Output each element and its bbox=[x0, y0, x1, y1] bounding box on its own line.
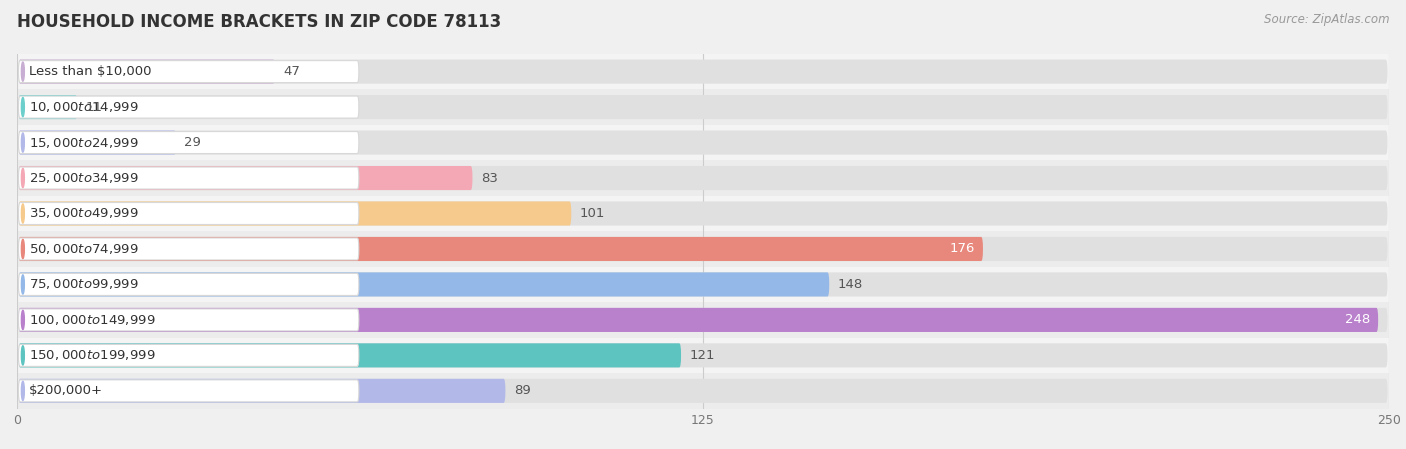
FancyBboxPatch shape bbox=[18, 96, 359, 118]
Text: $50,000 to $74,999: $50,000 to $74,999 bbox=[30, 242, 139, 256]
Text: $100,000 to $149,999: $100,000 to $149,999 bbox=[30, 313, 156, 327]
Circle shape bbox=[21, 346, 24, 365]
Circle shape bbox=[21, 310, 24, 330]
FancyBboxPatch shape bbox=[18, 132, 359, 154]
FancyBboxPatch shape bbox=[18, 237, 983, 261]
FancyBboxPatch shape bbox=[18, 166, 472, 190]
Text: 121: 121 bbox=[689, 349, 714, 362]
Text: 101: 101 bbox=[579, 207, 605, 220]
Circle shape bbox=[21, 381, 24, 401]
FancyBboxPatch shape bbox=[18, 95, 1388, 119]
Bar bbox=[17, 160, 1389, 196]
Text: 248: 248 bbox=[1344, 313, 1369, 326]
Text: $150,000 to $199,999: $150,000 to $199,999 bbox=[30, 348, 156, 362]
FancyBboxPatch shape bbox=[18, 380, 359, 402]
Text: 47: 47 bbox=[283, 65, 299, 78]
Text: 83: 83 bbox=[481, 172, 498, 185]
FancyBboxPatch shape bbox=[18, 273, 830, 296]
FancyBboxPatch shape bbox=[18, 131, 176, 154]
Text: HOUSEHOLD INCOME BRACKETS IN ZIP CODE 78113: HOUSEHOLD INCOME BRACKETS IN ZIP CODE 78… bbox=[17, 13, 501, 31]
FancyBboxPatch shape bbox=[18, 308, 1378, 332]
FancyBboxPatch shape bbox=[18, 61, 359, 83]
Text: $10,000 to $14,999: $10,000 to $14,999 bbox=[30, 100, 139, 114]
Text: 11: 11 bbox=[86, 101, 103, 114]
Circle shape bbox=[21, 239, 24, 259]
Text: $200,000+: $200,000+ bbox=[30, 384, 103, 397]
FancyBboxPatch shape bbox=[18, 309, 359, 331]
Bar bbox=[17, 231, 1389, 267]
FancyBboxPatch shape bbox=[18, 343, 1388, 367]
Bar bbox=[17, 89, 1389, 125]
FancyBboxPatch shape bbox=[18, 202, 1388, 225]
Text: $75,000 to $99,999: $75,000 to $99,999 bbox=[30, 277, 139, 291]
FancyBboxPatch shape bbox=[18, 166, 1388, 190]
FancyBboxPatch shape bbox=[18, 238, 359, 260]
Bar bbox=[17, 373, 1389, 409]
Text: 176: 176 bbox=[949, 242, 974, 255]
FancyBboxPatch shape bbox=[18, 60, 1388, 84]
Circle shape bbox=[21, 97, 24, 117]
FancyBboxPatch shape bbox=[18, 95, 77, 119]
FancyBboxPatch shape bbox=[18, 344, 359, 366]
FancyBboxPatch shape bbox=[18, 273, 1388, 296]
FancyBboxPatch shape bbox=[18, 202, 571, 225]
FancyBboxPatch shape bbox=[18, 202, 359, 224]
Circle shape bbox=[21, 168, 24, 188]
FancyBboxPatch shape bbox=[18, 60, 274, 84]
FancyBboxPatch shape bbox=[18, 273, 359, 295]
Circle shape bbox=[21, 62, 24, 81]
FancyBboxPatch shape bbox=[18, 131, 1388, 154]
Text: Source: ZipAtlas.com: Source: ZipAtlas.com bbox=[1264, 13, 1389, 26]
FancyBboxPatch shape bbox=[18, 379, 1388, 403]
Text: Less than $10,000: Less than $10,000 bbox=[30, 65, 152, 78]
Text: 89: 89 bbox=[513, 384, 530, 397]
FancyBboxPatch shape bbox=[18, 167, 359, 189]
Text: $15,000 to $24,999: $15,000 to $24,999 bbox=[30, 136, 139, 150]
FancyBboxPatch shape bbox=[18, 308, 1388, 332]
Circle shape bbox=[21, 133, 24, 152]
Text: $35,000 to $49,999: $35,000 to $49,999 bbox=[30, 207, 139, 220]
Bar bbox=[17, 196, 1389, 231]
Circle shape bbox=[21, 204, 24, 223]
Circle shape bbox=[21, 275, 24, 294]
FancyBboxPatch shape bbox=[18, 343, 681, 367]
Bar bbox=[17, 302, 1389, 338]
Text: $25,000 to $34,999: $25,000 to $34,999 bbox=[30, 171, 139, 185]
Bar bbox=[17, 267, 1389, 302]
Bar bbox=[17, 54, 1389, 89]
Bar bbox=[17, 125, 1389, 160]
Bar bbox=[17, 338, 1389, 373]
FancyBboxPatch shape bbox=[18, 379, 505, 403]
Text: 148: 148 bbox=[838, 278, 863, 291]
FancyBboxPatch shape bbox=[18, 237, 1388, 261]
Text: 29: 29 bbox=[184, 136, 201, 149]
